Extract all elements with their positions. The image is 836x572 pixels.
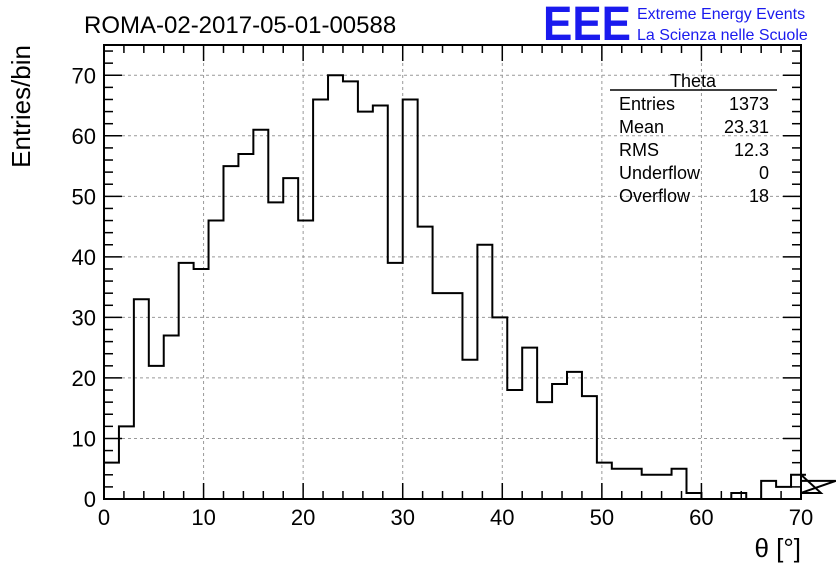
histogram-line	[103, 74, 836, 500]
y-tick-label: 30	[72, 305, 96, 330]
logo-line-2: La Scienza nelle Scuole	[637, 27, 808, 44]
stats-row-value: 23.31	[724, 117, 769, 137]
stats-rows: Entries 1373 Mean 23.31 RMS 12.3 Underflow 0 Ove…	[619, 94, 769, 206]
stats-row-label: Entries	[619, 94, 675, 114]
y-tick-label: 70	[72, 63, 96, 88]
axis-ticks	[103, 45, 802, 500]
stats-row-label: Overflow	[619, 186, 691, 206]
chart-title: ROMA-02-2017-05-01-00588	[84, 12, 396, 39]
x-axis-label: θ [°]	[754, 533, 801, 563]
x-tick-label: 60	[689, 505, 713, 530]
y-axis-label: Entries/bin	[6, 45, 36, 168]
plot-frame	[103, 44, 802, 500]
x-tick-label: 20	[291, 505, 315, 530]
y-tick-label: 10	[72, 426, 96, 451]
eee-logo: EEE Extreme Energy Events La Scienza nel…	[543, 0, 808, 51]
y-tick-label: 40	[72, 245, 96, 270]
stats-row-label: RMS	[619, 140, 659, 160]
x-tick-label: 30	[390, 505, 414, 530]
y-tick-label: 0	[84, 487, 96, 512]
stats-row-label: Mean	[619, 117, 664, 137]
x-tick-label: 50	[590, 505, 614, 530]
x-tick-label: 40	[490, 505, 514, 530]
stats-row-value: 18	[749, 186, 769, 206]
axis-tick-labels: 0 10 20 30 40 50 60 70 0 10 20 30 40 50 60 70	[72, 63, 814, 530]
y-tick-label: 60	[72, 124, 96, 149]
x-tick-label: 70	[789, 505, 813, 530]
y-tick-label: 50	[72, 184, 96, 209]
logo-line-1: Extreme Energy Events	[637, 6, 805, 23]
stats-row-value: 0	[759, 163, 769, 183]
stats-row-value: 1373	[729, 94, 769, 114]
x-tick-label: 0	[98, 505, 110, 530]
x-tick-label: 10	[191, 505, 215, 530]
stats-title: Theta	[670, 71, 717, 91]
stats-row-label: Underflow	[619, 163, 701, 183]
stats-box: Theta Entries 1373 Mean 23.31 RMS 12.3 Underfl…	[610, 71, 777, 206]
stats-row-value: 12.3	[734, 140, 769, 160]
y-tick-label: 20	[72, 366, 96, 391]
grid-lines	[104, 45, 801, 499]
logo-mark: EEE	[543, 0, 631, 51]
